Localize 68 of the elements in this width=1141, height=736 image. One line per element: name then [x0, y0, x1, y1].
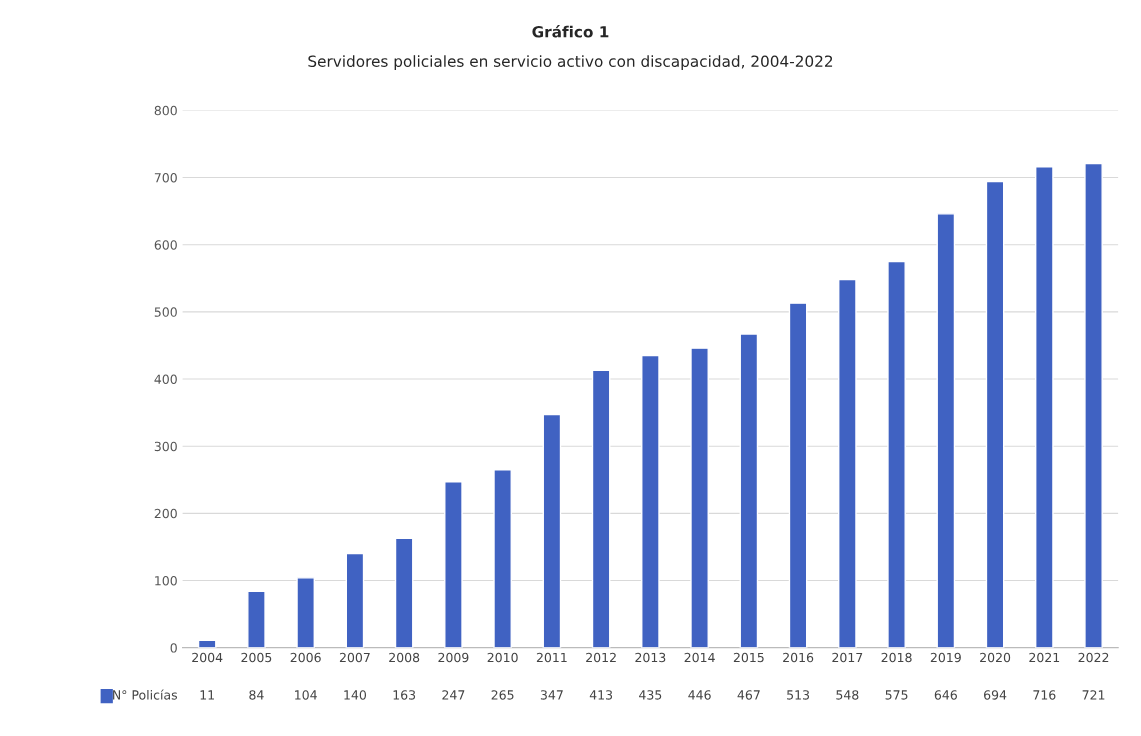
x-tick-label: 2004 — [192, 652, 223, 663]
chart-subtitle: Servidores policiales en servicio activo con discapacidad, 2004-2022 — [308, 55, 833, 70]
x-tick-label: 2018 — [881, 652, 912, 663]
x-tick-label: 2021 — [1029, 652, 1060, 663]
y-tick-label: 800 — [154, 105, 177, 116]
data-label: 694 — [984, 690, 1007, 700]
chart-title: Gráfico 1 — [532, 25, 609, 38]
bar — [345, 552, 365, 648]
y-tick-label: 600 — [154, 240, 177, 250]
data-label: 84 — [249, 690, 264, 700]
y-tick-label: 100 — [155, 575, 177, 586]
data-label: 716 — [1033, 690, 1056, 700]
bar — [542, 413, 562, 648]
bar — [887, 260, 906, 648]
data-label: 413 — [589, 690, 613, 700]
x-tick-label: 2011 — [536, 652, 567, 663]
x-tick-label: 2013 — [635, 652, 666, 663]
x-tick-label: 2014 — [684, 652, 715, 663]
bar — [1084, 162, 1103, 648]
bar — [641, 354, 660, 648]
x-tick-label: 2005 — [241, 652, 272, 663]
x-tick-label: 2010 — [487, 652, 518, 663]
y-tick-label: 500 — [154, 307, 177, 317]
bar — [985, 180, 1005, 648]
bar — [247, 590, 266, 648]
data-label: 104 — [295, 690, 317, 700]
bar — [591, 369, 611, 648]
bar — [838, 278, 857, 648]
data-label: 435 — [639, 690, 662, 700]
y-tick-label: 700 — [154, 173, 177, 183]
y-tick-label: 200 — [154, 508, 177, 519]
x-tick-label: 2012 — [586, 652, 616, 663]
data-label: 575 — [885, 690, 908, 700]
bar — [493, 469, 512, 648]
y-tick-label: 400 — [154, 374, 177, 384]
data-label: 163 — [393, 690, 416, 700]
bar — [394, 537, 414, 648]
data-label: 265 — [491, 690, 514, 700]
bar — [936, 213, 956, 648]
data-label: 347 — [540, 690, 563, 700]
y-tick-label: 0 — [170, 643, 177, 653]
x-tick-label: 2020 — [980, 652, 1011, 663]
x-tick-label: 2016 — [783, 652, 814, 663]
bar — [444, 481, 463, 648]
data-label: 646 — [934, 690, 957, 700]
x-tick-label: 2022 — [1078, 652, 1109, 663]
bar — [1035, 166, 1054, 648]
bar — [788, 302, 808, 648]
data-label: 513 — [787, 690, 810, 700]
y-tick-label: 300 — [154, 441, 177, 452]
x-tick-label: 2015 — [733, 652, 764, 663]
x-tick-label: 2019 — [930, 652, 961, 663]
data-label: 721 — [1082, 690, 1105, 700]
data-label: 140 — [344, 690, 367, 700]
bar — [296, 577, 315, 648]
x-tick-label: 2008 — [389, 652, 420, 663]
x-tick-label: 2017 — [832, 652, 863, 663]
bar — [739, 333, 759, 648]
data-label: 247 — [442, 690, 465, 700]
data-label: 548 — [836, 690, 859, 700]
x-tick-label: 2006 — [290, 652, 321, 663]
x-tick-label: 2009 — [438, 652, 469, 663]
bar — [690, 347, 709, 648]
x-tick-label: 2007 — [339, 652, 370, 663]
data-label: 11 — [200, 690, 214, 700]
data-label: 446 — [688, 690, 711, 700]
data-label: 467 — [737, 690, 760, 700]
legend-label: N° Policías — [113, 689, 178, 700]
